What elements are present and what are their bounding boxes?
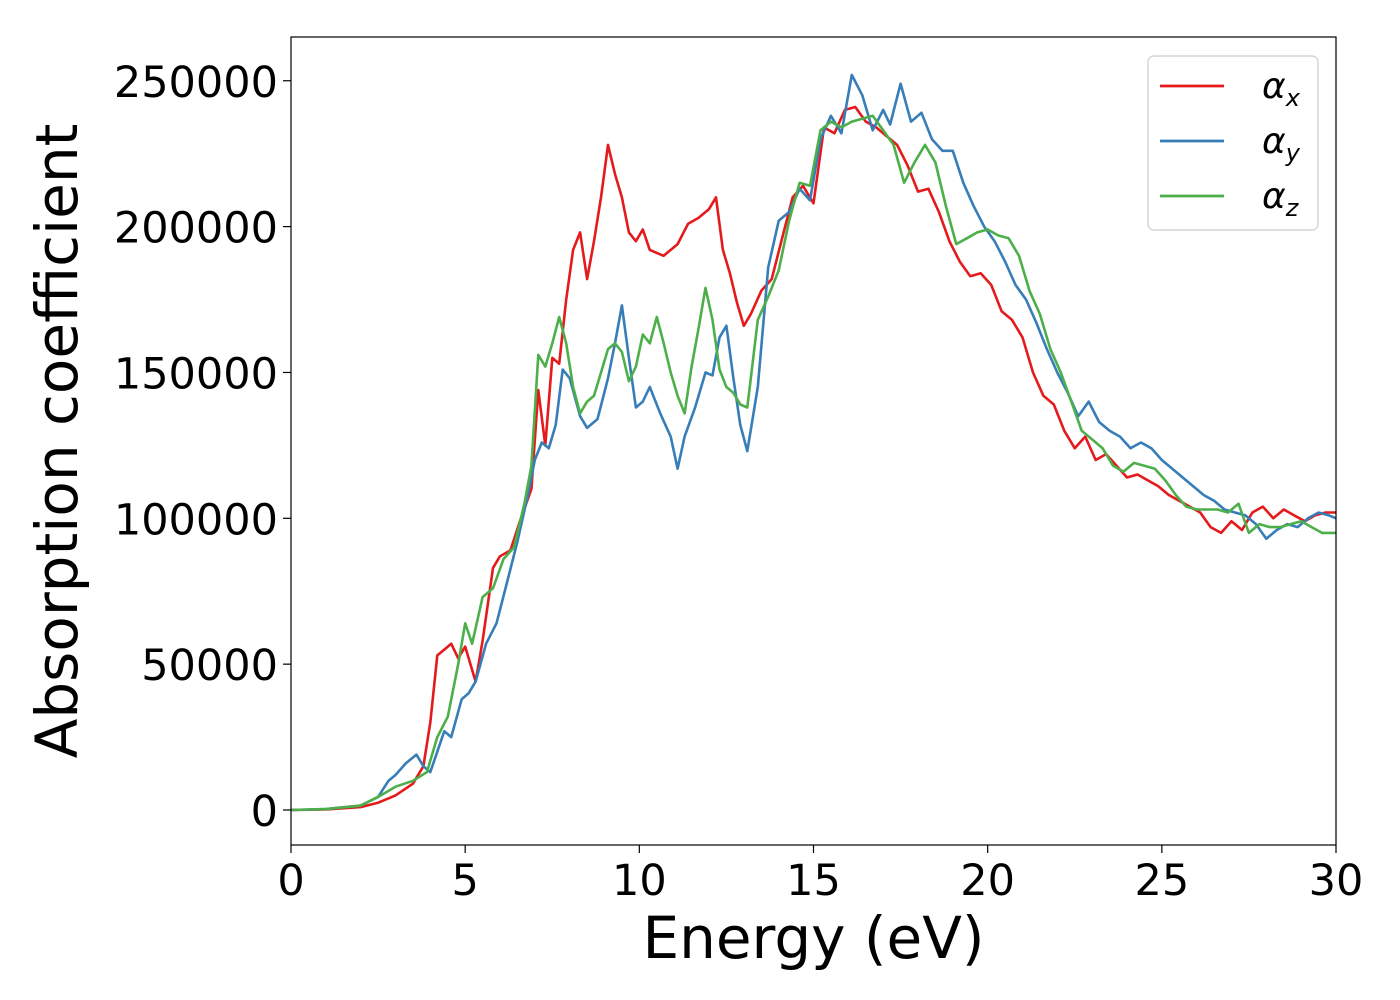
y-tick-label: 100000 (114, 495, 278, 545)
x-tick-label: 30 (1309, 856, 1364, 906)
x-tick-label: 15 (786, 856, 841, 906)
series-line-x (291, 105, 1336, 812)
legend-box (1147, 55, 1319, 231)
legend-label-x: αx (1262, 66, 1301, 112)
y-tick-label: 200000 (114, 204, 278, 254)
series-layer (291, 73, 1336, 812)
y-axis-title: Absorption coefficient (23, 124, 91, 759)
x-tick-label: 0 (277, 856, 304, 906)
y-tick-label: 150000 (114, 349, 278, 399)
x-tick-label: 10 (612, 856, 667, 906)
y-tick-label: 0 (251, 787, 278, 837)
axes-layer: 0 5 10 15 20 25 30 0 50000 100000 150000 200000 2500… (114, 58, 1364, 906)
x-axis-title: Energy (eV) (642, 904, 984, 972)
y-tick-label: 50000 (141, 641, 278, 691)
y-tick-label: 250000 (114, 58, 278, 108)
x-tick-label: 25 (1134, 856, 1189, 906)
x-tick-label: 20 (960, 856, 1015, 906)
series-line-z (291, 114, 1336, 812)
legend-label-y: αy (1262, 121, 1301, 167)
x-tick-label: 5 (451, 856, 478, 906)
legend-label-z: αz (1262, 176, 1300, 222)
legend: αx αy αz (1147, 55, 1319, 231)
